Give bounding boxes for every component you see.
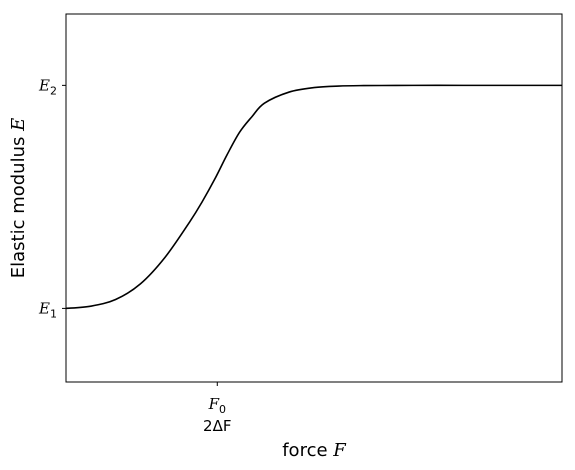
x-axis-label: force F (282, 440, 347, 461)
y-tick-label-0: E1 (38, 299, 57, 320)
y-tick-label-1: E2 (38, 76, 57, 97)
series-line-0 (65, 84, 562, 310)
x-tick-label-0: F0 (208, 395, 226, 416)
plot-area-frame (65, 13, 563, 383)
x-tick-label-0-line2: 2ΔF (203, 417, 231, 435)
y-axis-label: Elastic modulus E (8, 118, 29, 279)
